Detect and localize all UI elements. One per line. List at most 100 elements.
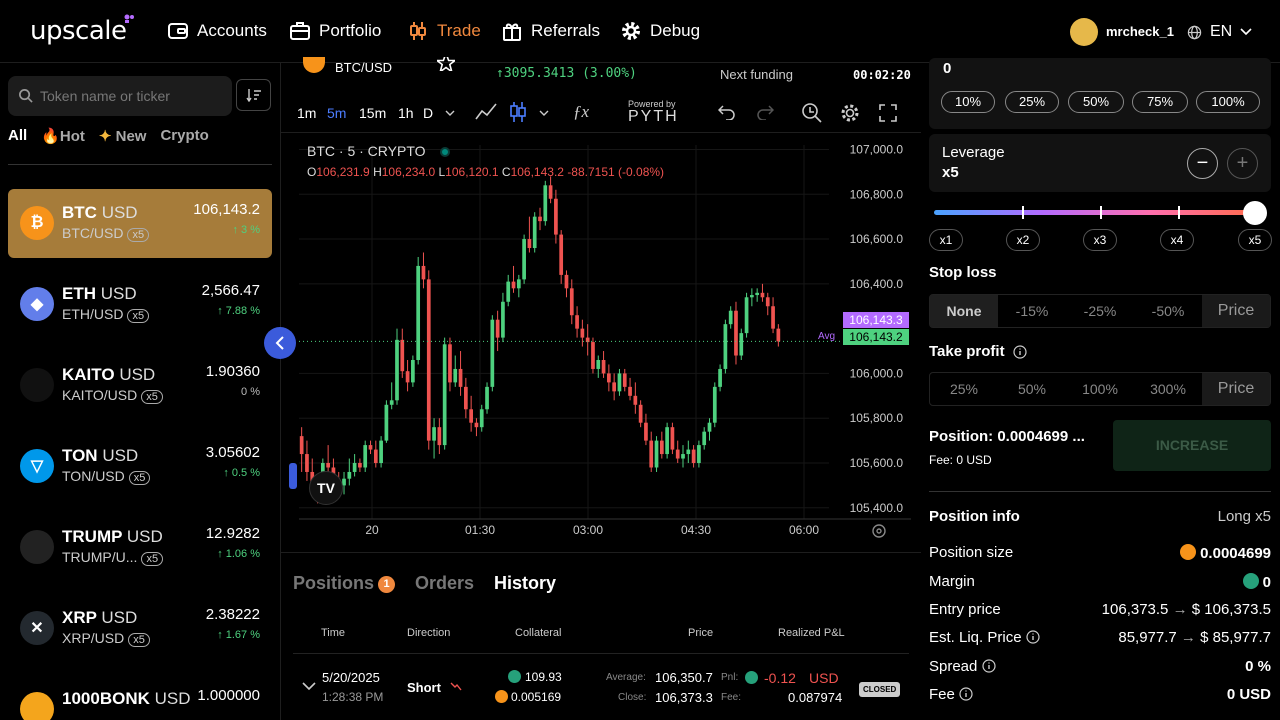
pct-10-button[interactable]: 10% — [941, 91, 995, 113]
candle-type-icon[interactable] — [509, 101, 527, 123]
token-symbol: BTC USD — [62, 203, 138, 223]
lev-tick-x3[interactable]: x3 — [1083, 229, 1117, 251]
filter-new[interactable]: ✦ New — [99, 127, 147, 145]
ticker-bar: BTC/USD ↑3095.3413 (3.00%) Next funding … — [281, 57, 921, 89]
table-row[interactable]: 5/20/2025 1:28:38 PM Short 109.93 0.0051… — [293, 653, 909, 720]
nav-accounts[interactable]: Accounts — [167, 20, 267, 42]
tp-25[interactable]: 25% — [949, 381, 979, 397]
interval-15m[interactable]: 15m — [359, 105, 387, 121]
username[interactable]: mrcheck_1 — [1106, 24, 1174, 39]
nav-referrals[interactable]: Referrals — [501, 20, 600, 42]
tradingview-logo[interactable]: TV — [309, 471, 343, 505]
token-item-xrp[interactable]: ✕ XRP USD XRP/USD x5 2.38222 ↑ 1.67 % — [8, 594, 272, 663]
leverage-decrease-button[interactable]: − — [1187, 148, 1218, 179]
sl-15[interactable]: -15% — [1015, 303, 1049, 319]
search-input[interactable]: Token name or ticker — [8, 76, 232, 116]
row-pnl: -0.12 — [764, 670, 796, 686]
token-item-btc[interactable]: ₿ BTC USD BTC/USD x5 106,143.2 ↑ 3 % — [8, 189, 272, 258]
pct-25-button[interactable]: 25% — [1005, 91, 1059, 113]
wallet-icon — [168, 23, 188, 39]
token-item-kaito[interactable]: KAITO USD KAITO/USD x5 1.90360 0 % — [8, 351, 272, 420]
chevron-down-icon[interactable] — [302, 682, 316, 691]
sl-price-input[interactable]: Price — [1202, 295, 1270, 327]
x-tick-label: 04:30 — [681, 523, 711, 537]
candle-body — [453, 368, 458, 383]
open-value: 106,231.9 — [316, 165, 370, 179]
lev-tick-x5[interactable]: x5 — [1238, 229, 1272, 251]
nav-portfolio[interactable]: Portfolio — [289, 20, 381, 42]
chart-settings-icon[interactable] — [871, 523, 887, 539]
info-icon[interactable] — [981, 659, 996, 673]
upscale-logo[interactable]: upscale — [30, 14, 135, 46]
interval-1h[interactable]: 1h — [398, 105, 414, 121]
slider-handle[interactable] — [1243, 201, 1267, 225]
drawing-tools-toggle[interactable] — [289, 463, 297, 489]
candle-body — [691, 449, 696, 464]
sl-50[interactable]: -50% — [1151, 303, 1185, 319]
leverage-slider[interactable] — [934, 210, 1258, 215]
pct-50-button[interactable]: 50% — [1068, 91, 1124, 113]
line-chart-icon[interactable] — [475, 103, 497, 121]
lev-tick-x2[interactable]: x2 — [1006, 229, 1040, 251]
filter-crypto[interactable]: Crypto — [160, 127, 209, 144]
avatar[interactable] — [1070, 18, 1098, 46]
tp-300[interactable]: 300% — [1150, 381, 1186, 397]
candle-body — [750, 295, 754, 298]
star-icon[interactable] — [437, 57, 455, 71]
token-item-trump[interactable]: TRUMP USD TRUMP/U... x5 12.9282 ↑ 1.06 % — [8, 513, 272, 582]
sort-button[interactable] — [236, 79, 271, 111]
token-item-1000bonk[interactable]: 1000BONK USD 1.000000 — [8, 675, 272, 720]
chevron-down-icon[interactable] — [539, 110, 549, 117]
lev-tick-x4[interactable]: x4 — [1160, 229, 1194, 251]
leverage-increase-button[interactable]: + — [1227, 148, 1258, 179]
redo-icon[interactable] — [756, 104, 774, 120]
y-tick-label: 106,800.0 — [850, 187, 904, 201]
nav-debug[interactable]: Debug — [620, 20, 700, 42]
increase-button[interactable]: INCREASE — [1113, 420, 1271, 471]
amount-value[interactable]: 0 — [943, 60, 952, 77]
undo-icon[interactable] — [718, 104, 736, 120]
chevron-down-icon[interactable] — [445, 110, 455, 117]
filter-hot[interactable]: 🔥Hot — [41, 127, 85, 145]
tab-history[interactable]: History — [494, 573, 557, 593]
fullscreen-icon[interactable] — [879, 104, 897, 122]
sl-none[interactable]: None — [930, 295, 998, 327]
interval-1m[interactable]: 1m — [297, 105, 317, 121]
info-icon[interactable] — [959, 687, 973, 701]
token-ticker: TRUMP — [62, 527, 123, 546]
tp-50[interactable]: 50% — [1017, 381, 1047, 397]
funding-countdown: 00:02:20 — [853, 68, 911, 82]
tab-orders[interactable]: Orders — [415, 573, 475, 593]
filter-all[interactable]: All — [8, 127, 28, 144]
token-pair-label: TON/USD — [62, 468, 125, 484]
settings-icon[interactable] — [839, 102, 861, 124]
token-price: 3.05602 — [205, 444, 260, 461]
token-item-eth[interactable]: ◆ ETH USD ETH/USD x5 2,566.47 ↑ 7.88 % — [8, 270, 272, 339]
pct-100-button[interactable]: 100% — [1196, 91, 1260, 113]
token-item-ton[interactable]: ▽ TON USD TON/USD x5 3.05602 ↑ 0.5 % — [8, 432, 272, 501]
leverage-badge: x5 — [127, 228, 150, 242]
language-selector[interactable]: EN — [1187, 23, 1252, 41]
pct-75-button[interactable]: 75% — [1132, 91, 1188, 113]
info-value-from: 106,373.5 — [1101, 601, 1169, 618]
info-icon[interactable] — [1013, 345, 1027, 359]
lev-tick-x1[interactable]: x1 — [929, 229, 963, 251]
token-price: 1.90360 — [205, 363, 260, 380]
price-chart[interactable]: 107,000.0 106,800.0 106,600.0 106,400.0 106,… — [281, 133, 921, 553]
tp-100[interactable]: 100% — [1082, 381, 1118, 397]
token-quote: USD — [154, 689, 191, 708]
zoom-icon[interactable] — [801, 102, 823, 124]
tp-price-input[interactable]: Price — [1202, 373, 1270, 405]
candle-body — [622, 373, 627, 387]
collapse-sidebar-button[interactable] — [264, 327, 296, 359]
info-icon[interactable] — [1026, 630, 1040, 644]
row-fee: 0.087974 — [788, 690, 843, 705]
tab-positions[interactable]: Positions 1 — [293, 573, 396, 594]
interval-d[interactable]: D — [423, 105, 434, 121]
indicators-icon[interactable]: ƒx — [573, 102, 590, 121]
nav-trade[interactable]: Trade — [407, 20, 481, 42]
sl-25[interactable]: -25% — [1083, 303, 1117, 319]
interval-5m[interactable]: 5m — [327, 105, 347, 121]
token-quote: USD — [126, 527, 163, 546]
info-label: Fee — [929, 686, 955, 703]
